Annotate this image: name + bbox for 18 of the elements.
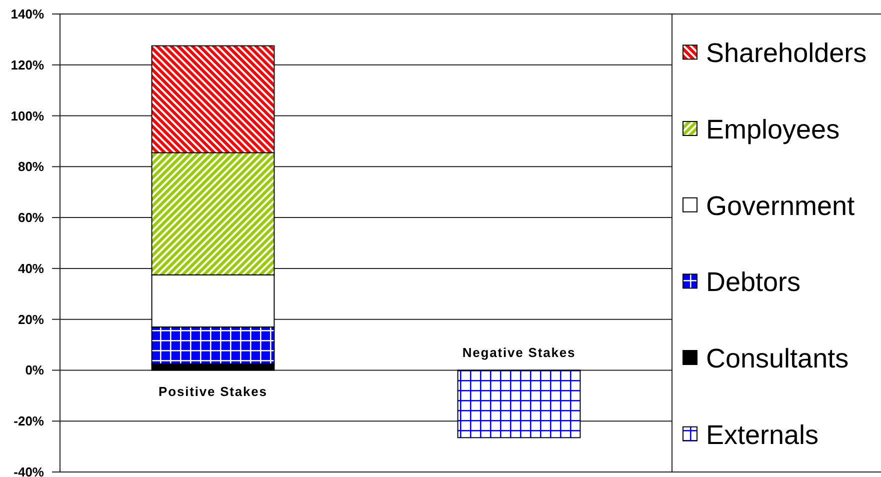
y-tick-label: 20% xyxy=(18,312,44,327)
y-tick-label: 100% xyxy=(10,108,44,124)
y-tick-label: 80% xyxy=(18,159,44,174)
legend-label: Externals xyxy=(706,420,819,450)
x-tick-label: Positive Stakes xyxy=(158,384,268,400)
y-tick-label: 60% xyxy=(18,210,44,226)
y-tick-label: 140% xyxy=(10,6,44,22)
y-tick-label: 120% xyxy=(10,57,44,72)
y-tick-label: 40% xyxy=(18,260,44,276)
y-tick-label: -20% xyxy=(14,414,44,429)
x-tick-label: Negative Stakes xyxy=(462,345,576,360)
y-tick-label: -40% xyxy=(14,464,44,477)
legend-label: Debtors xyxy=(706,267,801,298)
legend-label: Government xyxy=(706,190,856,221)
legend-label: Consultants xyxy=(706,344,849,374)
legend-label: Shareholders xyxy=(706,38,867,68)
legend-label: Employees xyxy=(706,114,840,144)
y-tick-label: 0% xyxy=(25,362,44,378)
